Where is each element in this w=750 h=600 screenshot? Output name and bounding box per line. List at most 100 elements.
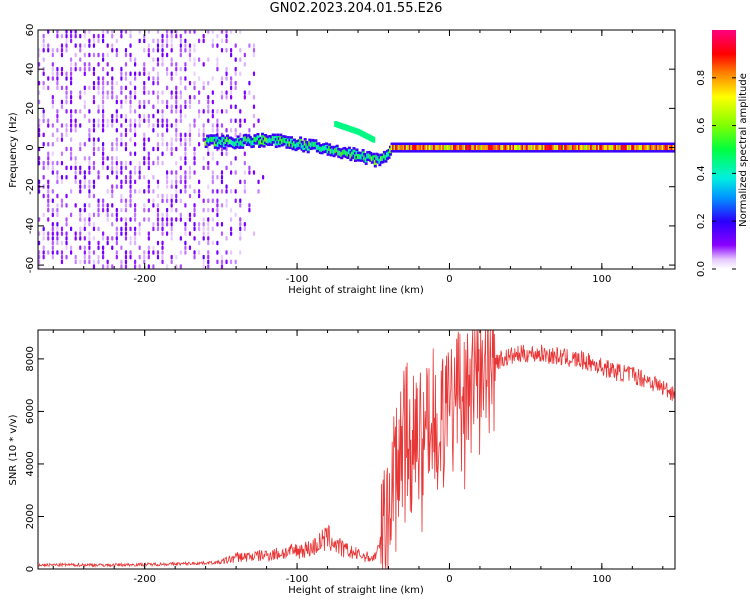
heatmap-cell	[230, 48, 233, 53]
heatmap-cell	[124, 236, 128, 241]
heatmap-cell	[234, 132, 237, 138]
heatmap-cell	[106, 95, 109, 100]
heatmap-cell	[56, 118, 59, 124]
trace-core	[439, 145, 443, 151]
trace-core	[654, 145, 658, 151]
heatmap-cell	[83, 156, 86, 161]
heatmap-cell	[115, 95, 118, 100]
heatmap-cell	[156, 221, 160, 227]
heatmap-cell	[83, 217, 86, 222]
heatmap-cell	[138, 174, 141, 180]
trace-core	[448, 145, 452, 151]
heatmap-cell	[70, 151, 73, 156]
heatmap-cell	[115, 113, 118, 119]
heatmap-cell	[83, 236, 86, 241]
heatmap-cell	[216, 189, 219, 194]
heatmap-cell	[60, 85, 64, 91]
heatmap-cell	[152, 221, 155, 227]
trace-core	[229, 138, 233, 144]
heatmap-cell	[65, 71, 68, 77]
heatmap-cell	[152, 198, 155, 203]
heatmap-cell	[184, 231, 187, 236]
heatmap-cell	[38, 127, 41, 133]
trace-core	[308, 141, 312, 147]
trace-core	[334, 148, 338, 154]
heatmap-cell	[88, 217, 91, 222]
heatmap-cell	[239, 118, 242, 124]
heatmap-cell	[198, 113, 201, 119]
heatmap-cell	[38, 156, 41, 161]
heatmap-cell	[102, 231, 105, 236]
heatmap-cell	[175, 193, 178, 199]
branch-cell	[363, 132, 367, 139]
heatmap-cell	[220, 174, 224, 180]
heatmap-cell	[115, 254, 118, 260]
trace-core	[239, 140, 243, 146]
heatmap-cell	[170, 226, 173, 232]
heatmap-x-axis-label: Height of straight line (km)	[288, 285, 424, 296]
heatmap-cell	[65, 236, 68, 241]
trace-core	[265, 137, 269, 143]
heatmap-cell	[138, 165, 141, 171]
heatmap-cell	[147, 179, 150, 185]
trace-core	[312, 141, 316, 147]
heatmap-cell	[111, 76, 114, 81]
heatmap-cell	[134, 217, 137, 222]
trace-core	[550, 145, 554, 151]
heatmap-cell	[147, 156, 150, 161]
heatmap-cell	[207, 184, 210, 189]
heatmap-cell	[175, 99, 178, 105]
heatmap-cell	[161, 99, 164, 105]
trace-core	[395, 145, 399, 151]
heatmap-cell	[38, 240, 41, 246]
heatmap-cell	[60, 254, 64, 260]
heatmap-cell	[216, 43, 219, 48]
trace-core	[306, 145, 310, 151]
heatmap-cell	[161, 48, 164, 53]
heatmap-cell	[124, 254, 128, 260]
heatmap-cell	[170, 95, 173, 100]
heatmap-cell	[56, 85, 59, 91]
heatmap-cell	[234, 170, 237, 175]
heatmap-cell	[152, 189, 155, 194]
heatmap-cell	[70, 80, 73, 86]
heatmap-cell	[129, 250, 132, 255]
heatmap-cell	[42, 33, 45, 39]
heatmap-cell	[179, 156, 182, 161]
heatmap-cell	[106, 43, 109, 48]
heatmap-cell	[161, 212, 164, 218]
heatmap-cell	[92, 137, 96, 142]
heatmap-cell	[166, 193, 169, 199]
heatmap-cell	[220, 95, 224, 100]
heatmap-cell	[70, 95, 73, 100]
heatmap-cell	[129, 184, 132, 189]
trace-core	[407, 145, 411, 151]
heatmap-cell	[147, 113, 150, 119]
trace-core	[611, 145, 615, 151]
trace-core	[241, 141, 245, 147]
heatmap-cell	[234, 104, 237, 109]
heatmap-cell	[184, 226, 187, 232]
trace-core	[475, 145, 479, 151]
heatmap-cell	[51, 62, 54, 67]
heatmap-cell	[138, 189, 141, 194]
heatmap-cell	[198, 142, 201, 147]
heatmap-cell	[129, 118, 132, 124]
heatmap-cell	[207, 57, 210, 62]
trace-core	[311, 141, 315, 147]
heatmap-cell	[70, 30, 73, 34]
heatmap-cell	[170, 207, 173, 213]
trace-core	[294, 143, 298, 149]
heatmap-cell	[124, 52, 128, 58]
heatmap-cell	[170, 259, 173, 265]
heatmap-cell	[207, 95, 210, 100]
heatmap-cell	[88, 259, 91, 265]
heatmap-cell	[42, 57, 45, 62]
trace-core	[436, 145, 440, 151]
heatmap-cell	[83, 179, 86, 185]
trace-core	[372, 155, 376, 161]
heatmap-cell	[92, 118, 96, 124]
y-tick-label: 6000	[25, 399, 36, 424]
trace-core	[382, 153, 386, 159]
heatmap-cell	[243, 221, 246, 227]
